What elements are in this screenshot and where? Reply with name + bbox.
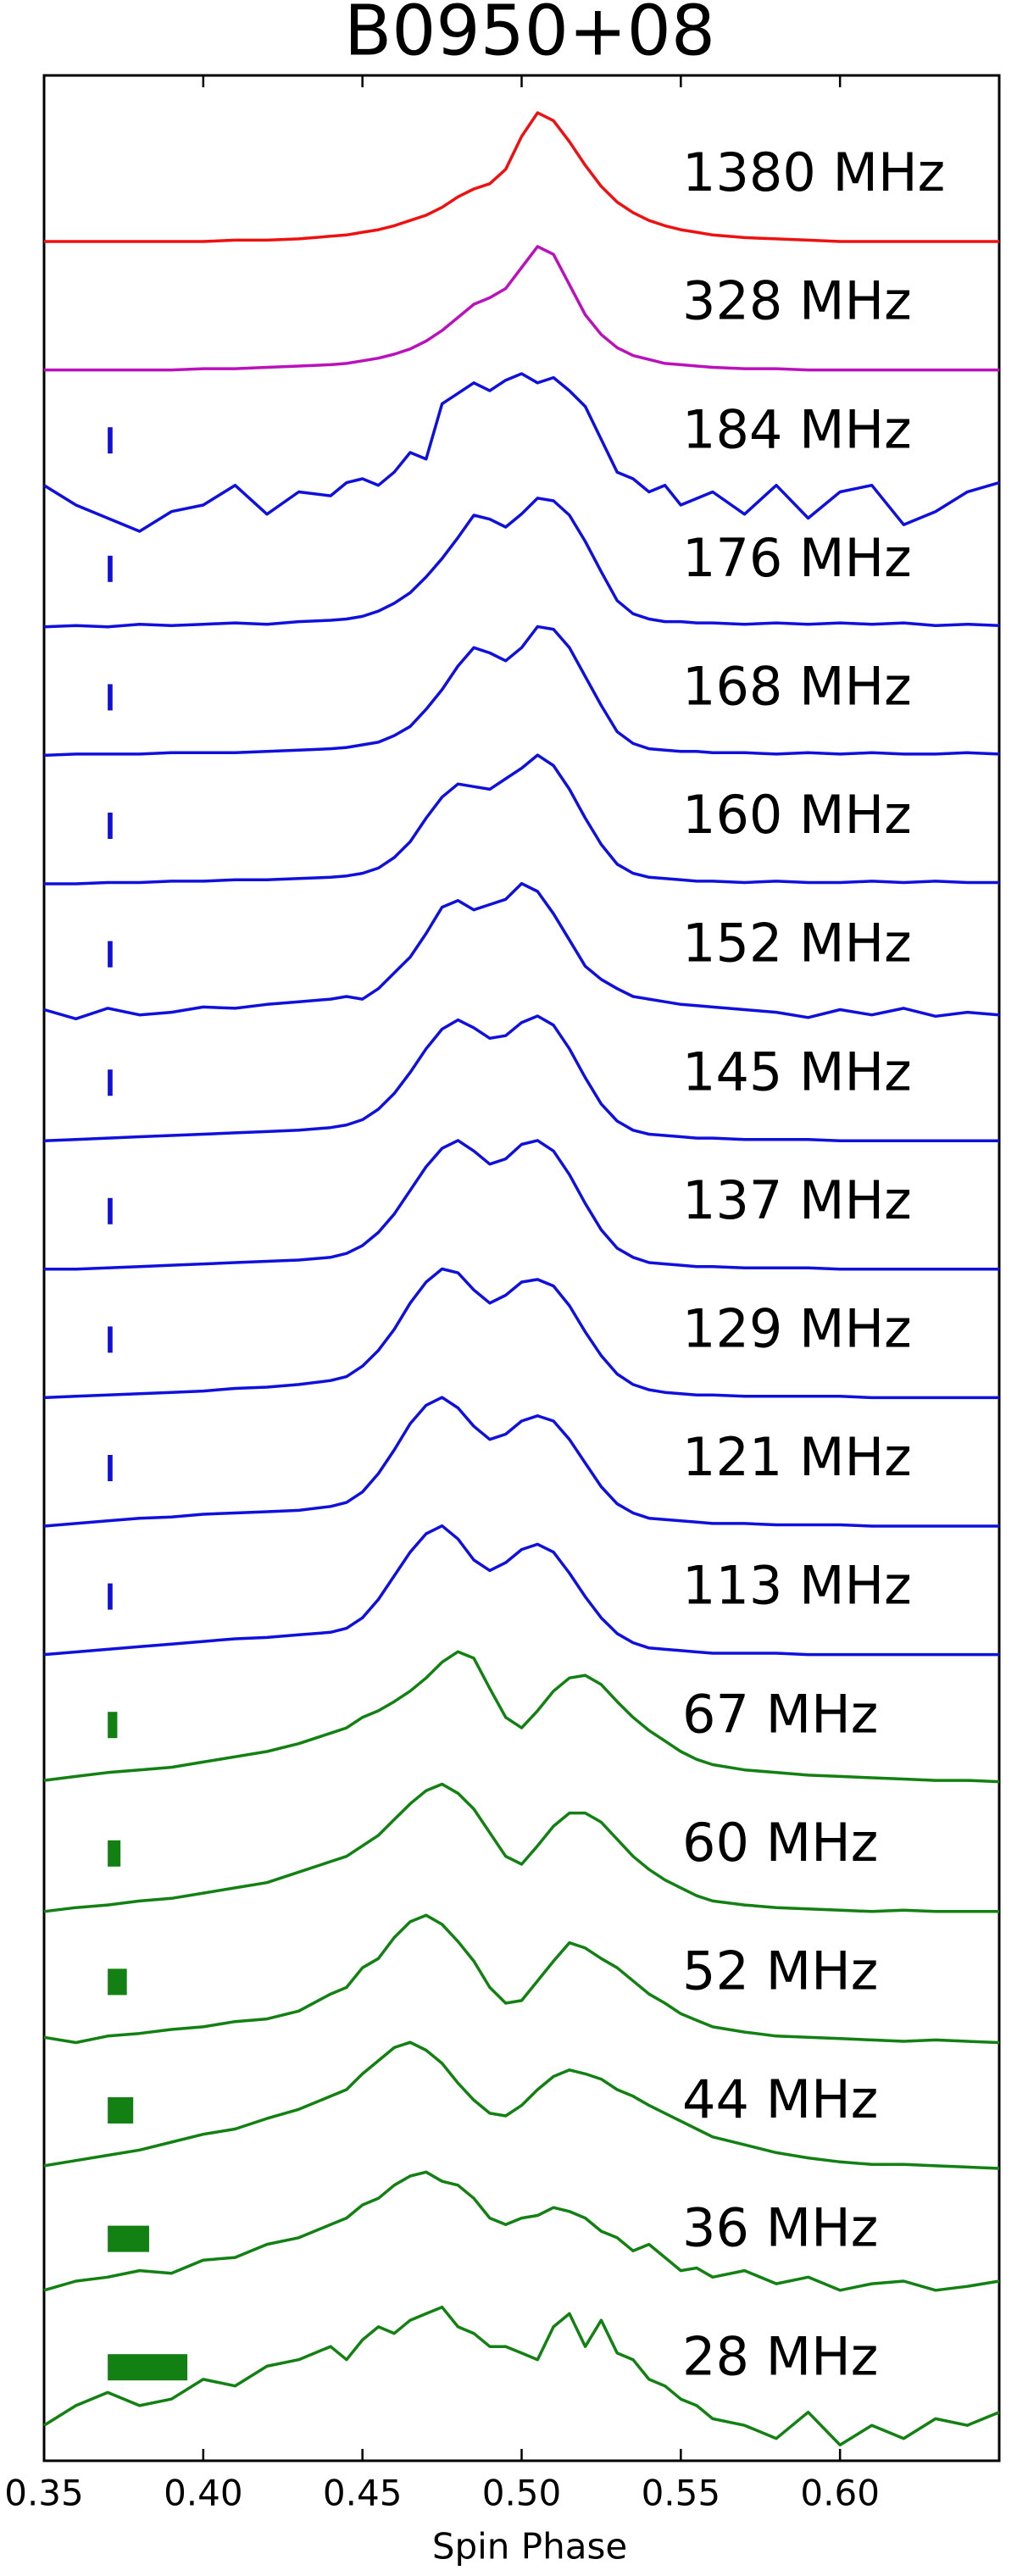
resolution-marker	[108, 1069, 113, 1096]
resolution-marker	[108, 1712, 118, 1739]
series-label: 28 MHz	[682, 2325, 878, 2387]
x-tick-label: 0.45	[323, 2473, 403, 2514]
chart-title: B0950+08	[344, 0, 715, 71]
resolution-marker	[108, 2225, 149, 2252]
resolution-marker	[108, 427, 113, 454]
resolution-marker	[108, 941, 113, 968]
x-axis-label: Spin Phase	[432, 2526, 627, 2568]
resolution-marker	[108, 1197, 113, 1224]
series-label: 152 MHz	[682, 913, 912, 974]
profile-line	[44, 753, 999, 886]
series-label: 60 MHz	[682, 1812, 878, 1874]
profile-line	[43, 1014, 999, 1142]
series-label: 168 MHz	[682, 655, 912, 717]
profile-line	[44, 111, 999, 243]
profile-line	[43, 2040, 1000, 2170]
series-label: 145 MHz	[682, 1041, 912, 1102]
profile-line	[43, 625, 1000, 758]
series-label: 121 MHz	[682, 1426, 912, 1488]
series-label: 1380 MHz	[682, 142, 945, 203]
profile-line	[43, 2305, 1000, 2447]
series-label: 328 MHz	[682, 270, 912, 332]
profile-line	[43, 1524, 999, 1657]
x-tick-label: 0.55	[642, 2473, 721, 2514]
series-label: 52 MHz	[682, 1940, 878, 2001]
resolution-marker	[108, 2097, 134, 2124]
profile-line	[43, 1913, 1000, 2045]
series-label: 113 MHz	[682, 1555, 912, 1617]
series-label: 137 MHz	[682, 1169, 912, 1231]
profile-line	[43, 2170, 1000, 2292]
series-label: 160 MHz	[682, 784, 912, 846]
series-label: 44 MHz	[682, 2068, 878, 2130]
profile-line	[43, 497, 1000, 629]
profile-line	[43, 1396, 999, 1528]
series-label: 184 MHz	[682, 398, 912, 460]
profile-line	[43, 372, 1000, 533]
x-tick-label: 0.35	[4, 2473, 84, 2514]
profile-line	[43, 1650, 1000, 1784]
series-label: 36 MHz	[682, 2197, 878, 2259]
profile-line	[44, 245, 999, 372]
x-tick-label: 0.60	[800, 2473, 880, 2514]
resolution-marker	[108, 1583, 113, 1610]
profile-line	[43, 881, 1000, 1021]
profile-line	[43, 1267, 999, 1400]
resolution-marker	[108, 813, 113, 839]
resolution-marker	[108, 2354, 188, 2381]
resolution-marker	[108, 1968, 127, 1996]
x-tick-label: 0.40	[164, 2473, 243, 2514]
resolution-marker	[108, 555, 113, 582]
resolution-marker	[108, 1455, 113, 1481]
resolution-marker	[108, 1840, 121, 1867]
series-label: 129 MHz	[682, 1297, 912, 1359]
resolution-marker	[108, 1326, 113, 1353]
x-tick-label: 0.50	[482, 2473, 562, 2514]
resolution-marker	[108, 684, 113, 711]
series-label: 67 MHz	[682, 1683, 878, 1745]
profile-line	[44, 1139, 999, 1271]
series-label: 176 MHz	[682, 527, 912, 589]
profile-line	[43, 1782, 999, 1913]
